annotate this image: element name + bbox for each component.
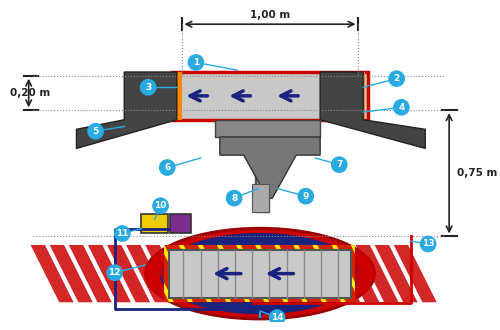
Polygon shape — [164, 245, 208, 302]
Circle shape — [107, 265, 122, 280]
Text: 9: 9 — [302, 192, 309, 201]
Polygon shape — [220, 137, 320, 198]
Circle shape — [420, 236, 436, 252]
Circle shape — [389, 71, 404, 86]
Text: 7: 7 — [336, 160, 342, 169]
Text: 1: 1 — [193, 58, 199, 67]
Text: 0,75 m: 0,75 m — [457, 168, 497, 178]
Polygon shape — [202, 245, 246, 302]
Polygon shape — [184, 245, 226, 302]
Polygon shape — [374, 245, 418, 302]
Bar — [256, 137, 272, 198]
Bar — [170, 214, 191, 234]
Bar — [255, 120, 268, 213]
Circle shape — [88, 123, 103, 139]
Circle shape — [394, 100, 409, 115]
Polygon shape — [320, 72, 426, 148]
Polygon shape — [394, 245, 436, 302]
Text: 2: 2 — [394, 74, 400, 83]
Circle shape — [226, 190, 242, 206]
Circle shape — [332, 157, 347, 172]
Bar — [172, 72, 368, 120]
Text: 8: 8 — [231, 194, 237, 203]
Polygon shape — [279, 245, 322, 302]
Polygon shape — [146, 245, 188, 302]
Polygon shape — [241, 245, 284, 302]
Circle shape — [160, 160, 175, 175]
Bar — [175, 72, 182, 120]
Polygon shape — [356, 245, 399, 302]
Ellipse shape — [160, 233, 360, 314]
Text: 5: 5 — [92, 127, 98, 136]
Polygon shape — [336, 245, 380, 302]
Polygon shape — [50, 245, 92, 302]
Polygon shape — [69, 245, 112, 302]
Text: 13: 13 — [422, 240, 434, 248]
Text: 0,20 m: 0,20 m — [10, 88, 50, 98]
Bar — [215, 120, 320, 137]
Ellipse shape — [146, 228, 374, 319]
Text: 6: 6 — [164, 163, 170, 172]
Bar — [164, 245, 356, 302]
Polygon shape — [298, 245, 341, 302]
Polygon shape — [76, 72, 177, 148]
Polygon shape — [318, 245, 360, 302]
Text: 12: 12 — [108, 268, 121, 277]
Text: 4: 4 — [398, 103, 404, 112]
Circle shape — [270, 310, 285, 325]
Circle shape — [153, 198, 168, 214]
Bar — [252, 184, 270, 213]
Text: 1,00 m: 1,00 m — [250, 10, 290, 20]
Polygon shape — [222, 245, 264, 302]
Polygon shape — [88, 245, 131, 302]
Circle shape — [298, 188, 314, 204]
Text: 14: 14 — [271, 313, 283, 322]
Circle shape — [188, 55, 204, 70]
Text: 3: 3 — [145, 83, 151, 92]
Bar — [358, 72, 365, 120]
Bar — [142, 214, 168, 234]
Polygon shape — [126, 245, 169, 302]
Text: 10: 10 — [154, 201, 166, 210]
Circle shape — [140, 80, 156, 95]
Bar — [169, 250, 350, 298]
Polygon shape — [260, 245, 303, 302]
Circle shape — [114, 226, 130, 241]
Polygon shape — [30, 245, 74, 302]
Text: 11: 11 — [116, 229, 128, 238]
Polygon shape — [107, 245, 150, 302]
